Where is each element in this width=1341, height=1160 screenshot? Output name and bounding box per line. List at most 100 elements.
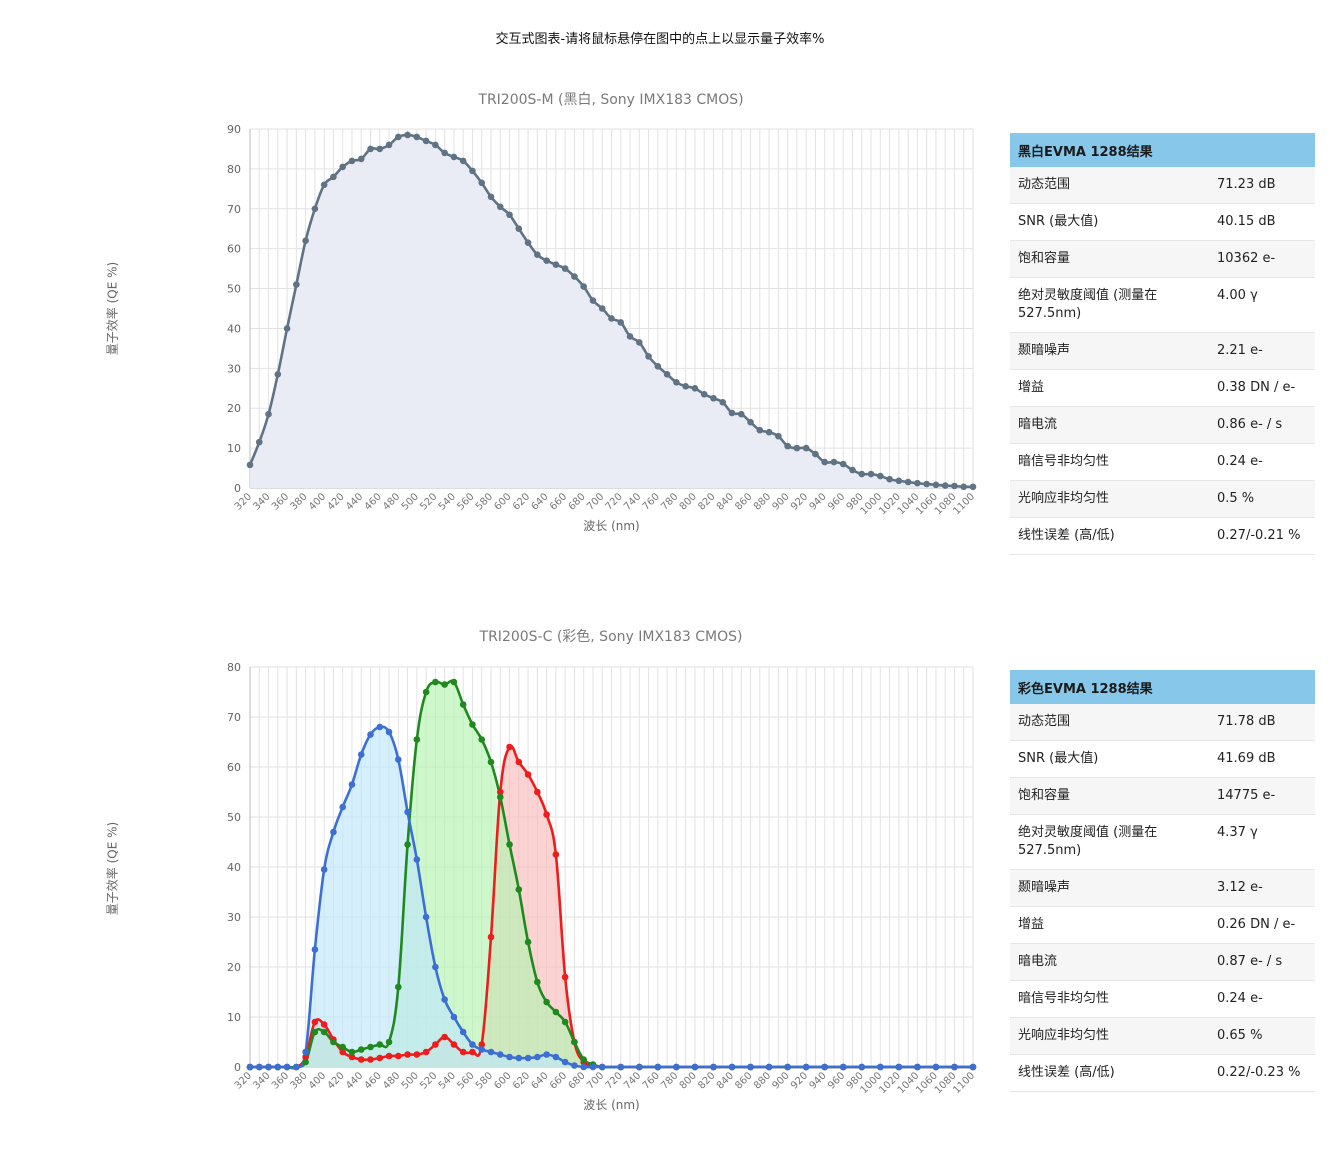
mono-series-0-point[interactable] bbox=[645, 353, 652, 360]
color-series-2-point[interactable] bbox=[385, 728, 393, 736]
mono-series-0-point[interactable] bbox=[904, 478, 912, 486]
color-series-2-point[interactable] bbox=[311, 946, 319, 953]
color-series-1-point[interactable] bbox=[561, 1018, 569, 1026]
color-series-2-point[interactable] bbox=[580, 1063, 587, 1071]
color-series-1-point[interactable] bbox=[571, 1038, 578, 1046]
mono-series-0-point[interactable] bbox=[450, 153, 458, 161]
mono-series-0-point[interactable] bbox=[255, 438, 263, 446]
color-series-2-point[interactable] bbox=[598, 1063, 606, 1071]
color-series-0-point[interactable] bbox=[422, 1048, 430, 1056]
color-series-2-point[interactable] bbox=[589, 1063, 597, 1071]
color-series-1-point[interactable] bbox=[330, 1038, 337, 1046]
color-series-1-point[interactable] bbox=[320, 1028, 328, 1036]
color-series-2-point[interactable] bbox=[459, 1028, 467, 1036]
color-series-0-point[interactable] bbox=[441, 1033, 448, 1041]
color-series-1-point[interactable] bbox=[487, 758, 495, 766]
color-series-0-point[interactable] bbox=[515, 758, 523, 766]
mono-series-0-point[interactable] bbox=[395, 133, 402, 141]
color-series-1-point[interactable] bbox=[348, 1048, 356, 1056]
color-series-1-point[interactable] bbox=[404, 841, 411, 848]
color-series-2-point[interactable] bbox=[496, 1051, 504, 1058]
color-series-1-point[interactable] bbox=[552, 1008, 560, 1016]
color-series-1-point[interactable] bbox=[441, 681, 448, 688]
color-series-2-point[interactable] bbox=[469, 1041, 476, 1048]
color-series-1-point[interactable] bbox=[432, 678, 439, 686]
color-series-2-point[interactable] bbox=[858, 1063, 866, 1071]
color-series-2-point[interactable] bbox=[802, 1063, 810, 1071]
color-series-1-point[interactable] bbox=[478, 736, 486, 743]
mono-series-0-point[interactable] bbox=[552, 261, 560, 268]
color-series-0-point[interactable] bbox=[432, 1041, 439, 1048]
color-series-0-point[interactable] bbox=[478, 1041, 486, 1048]
color-series-2-point[interactable] bbox=[302, 1048, 309, 1056]
color-series-0-point[interactable] bbox=[395, 1052, 402, 1060]
color-series-0-point[interactable] bbox=[367, 1056, 374, 1063]
mono-series-0-point[interactable] bbox=[886, 475, 893, 483]
mono-series-0-point[interactable] bbox=[459, 157, 467, 165]
color-series-2-point[interactable] bbox=[877, 1063, 884, 1071]
mono-series-0-point[interactable] bbox=[311, 205, 319, 213]
mono-series-0-point[interactable] bbox=[691, 384, 699, 392]
mono-series-0-point[interactable] bbox=[404, 131, 411, 139]
color-series-2-point[interactable] bbox=[246, 1063, 254, 1071]
mono-series-0-point[interactable] bbox=[589, 297, 597, 304]
color-series-0-point[interactable] bbox=[302, 1053, 309, 1061]
color-series-0-point[interactable] bbox=[506, 743, 513, 751]
color-series-2-point[interactable] bbox=[422, 913, 430, 921]
mono-series-0-point[interactable] bbox=[339, 163, 346, 171]
color-series-2-point[interactable] bbox=[552, 1053, 560, 1061]
color-series-2-point[interactable] bbox=[274, 1063, 282, 1071]
color-series-1-point[interactable] bbox=[422, 688, 430, 696]
mono-series-0-point[interactable] bbox=[357, 155, 365, 163]
mono-series-0-point[interactable] bbox=[830, 458, 838, 466]
color-series-1-point[interactable] bbox=[413, 736, 421, 743]
mono-series-0-point[interactable] bbox=[941, 482, 949, 489]
color-series-2-point[interactable] bbox=[747, 1063, 754, 1071]
color-series-1-point[interactable] bbox=[302, 1058, 309, 1066]
color-series-2-point[interactable] bbox=[691, 1063, 699, 1071]
color-series-2-point[interactable] bbox=[561, 1058, 569, 1066]
color-series-0-point[interactable] bbox=[534, 788, 541, 796]
color-series-2-point[interactable] bbox=[357, 751, 365, 758]
color-series-1-point[interactable] bbox=[357, 1046, 365, 1053]
color-series-2-point[interactable] bbox=[450, 1013, 458, 1021]
color-series-1-point[interactable] bbox=[385, 1038, 393, 1046]
color-series-2-point[interactable] bbox=[534, 1053, 541, 1061]
color-series-2-point[interactable] bbox=[441, 996, 448, 1003]
color-series-0-point[interactable] bbox=[385, 1052, 393, 1060]
mono-series-0-point[interactable] bbox=[923, 480, 930, 488]
mono-series-0-point[interactable] bbox=[867, 470, 875, 478]
color-qe-chart[interactable]: 0102030405060708032034036038040042044046… bbox=[0, 0, 1000, 1130]
mono-qe-chart[interactable]: 0102030405060708090320340360380400420440… bbox=[0, 0, 1000, 545]
color-series-2-point[interactable] bbox=[376, 723, 384, 731]
color-series-1-point[interactable] bbox=[469, 721, 476, 728]
color-series-1-point[interactable] bbox=[515, 886, 523, 893]
mono-series-0-point[interactable] bbox=[673, 378, 680, 386]
mono-series-0-point[interactable] bbox=[951, 482, 958, 490]
color-series-1-point[interactable] bbox=[459, 701, 467, 708]
mono-series-0-point[interactable] bbox=[320, 181, 328, 189]
mono-series-0-point[interactable] bbox=[663, 371, 671, 378]
color-series-2-point[interactable] bbox=[636, 1063, 643, 1071]
color-series-1-point[interactable] bbox=[524, 938, 532, 946]
color-series-0-point[interactable] bbox=[450, 1041, 458, 1048]
mono-series-0-point[interactable] bbox=[895, 477, 903, 485]
mono-series-0-point[interactable] bbox=[793, 444, 801, 452]
color-series-2-point[interactable] bbox=[571, 1062, 578, 1069]
color-series-0-point[interactable] bbox=[487, 933, 495, 941]
mono-series-0-point[interactable] bbox=[598, 305, 606, 312]
color-series-2-point[interactable] bbox=[330, 828, 337, 836]
mono-series-0-point[interactable] bbox=[348, 157, 356, 165]
mono-series-0-point[interactable] bbox=[543, 257, 550, 264]
color-series-0-point[interactable] bbox=[404, 1051, 411, 1058]
mono-series-0-point[interactable] bbox=[478, 179, 486, 187]
mono-series-0-point[interactable] bbox=[960, 483, 968, 491]
color-series-0-point[interactable] bbox=[552, 851, 560, 858]
mono-series-0-point[interactable] bbox=[432, 141, 439, 149]
color-series-2-point[interactable] bbox=[293, 1063, 300, 1071]
color-series-2-point[interactable] bbox=[320, 866, 328, 873]
color-series-2-point[interactable] bbox=[413, 856, 421, 863]
mono-series-0-point[interactable] bbox=[367, 145, 374, 153]
color-series-2-point[interactable] bbox=[654, 1063, 662, 1071]
mono-series-0-point[interactable] bbox=[636, 339, 643, 346]
